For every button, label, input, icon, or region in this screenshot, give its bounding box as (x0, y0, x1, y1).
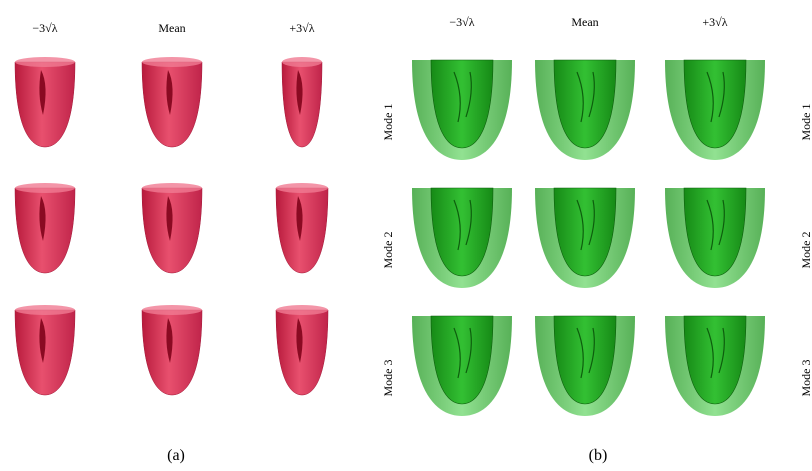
heart-rim (276, 305, 328, 315)
caption: (a) (167, 447, 185, 464)
heart-shape (276, 310, 328, 395)
heart-rim (142, 305, 202, 315)
column-header: −3√λ (449, 15, 474, 29)
row-label: Mode 3 (799, 360, 812, 397)
caption: (b) (589, 447, 608, 464)
column-header: Mean (571, 15, 598, 29)
heart-shape (15, 310, 75, 395)
heart-shape (282, 62, 322, 147)
heart-rim (276, 183, 328, 193)
column-header: −3√λ (32, 21, 57, 35)
heart-rim (15, 305, 75, 315)
heart-rim (15, 183, 75, 193)
heart-shape (276, 188, 328, 273)
row-label: Mode 3 (381, 360, 395, 397)
row-label: Mode 1 (381, 104, 395, 141)
heart-rim (142, 183, 202, 193)
row-label: Mode 2 (381, 232, 395, 269)
column-header: Mean (158, 21, 185, 35)
heart-shape (142, 62, 202, 147)
column-header: +3√λ (702, 15, 727, 29)
heart-rim (142, 57, 202, 67)
figure: (a) (b) −3√λ Mean +3√λ −3√λ Mean +3√λ Mode 1 Mo… (0, 0, 812, 471)
heart-shape (142, 310, 202, 395)
heart-shape (15, 62, 75, 147)
column-header: +3√λ (289, 21, 314, 35)
heart-rim (15, 57, 75, 67)
heart-shape (142, 188, 202, 273)
row-label: Mode 1 (799, 104, 812, 141)
heart-shape (15, 188, 75, 273)
heart-rim (282, 57, 322, 67)
row-label: Mode 2 (799, 232, 812, 269)
